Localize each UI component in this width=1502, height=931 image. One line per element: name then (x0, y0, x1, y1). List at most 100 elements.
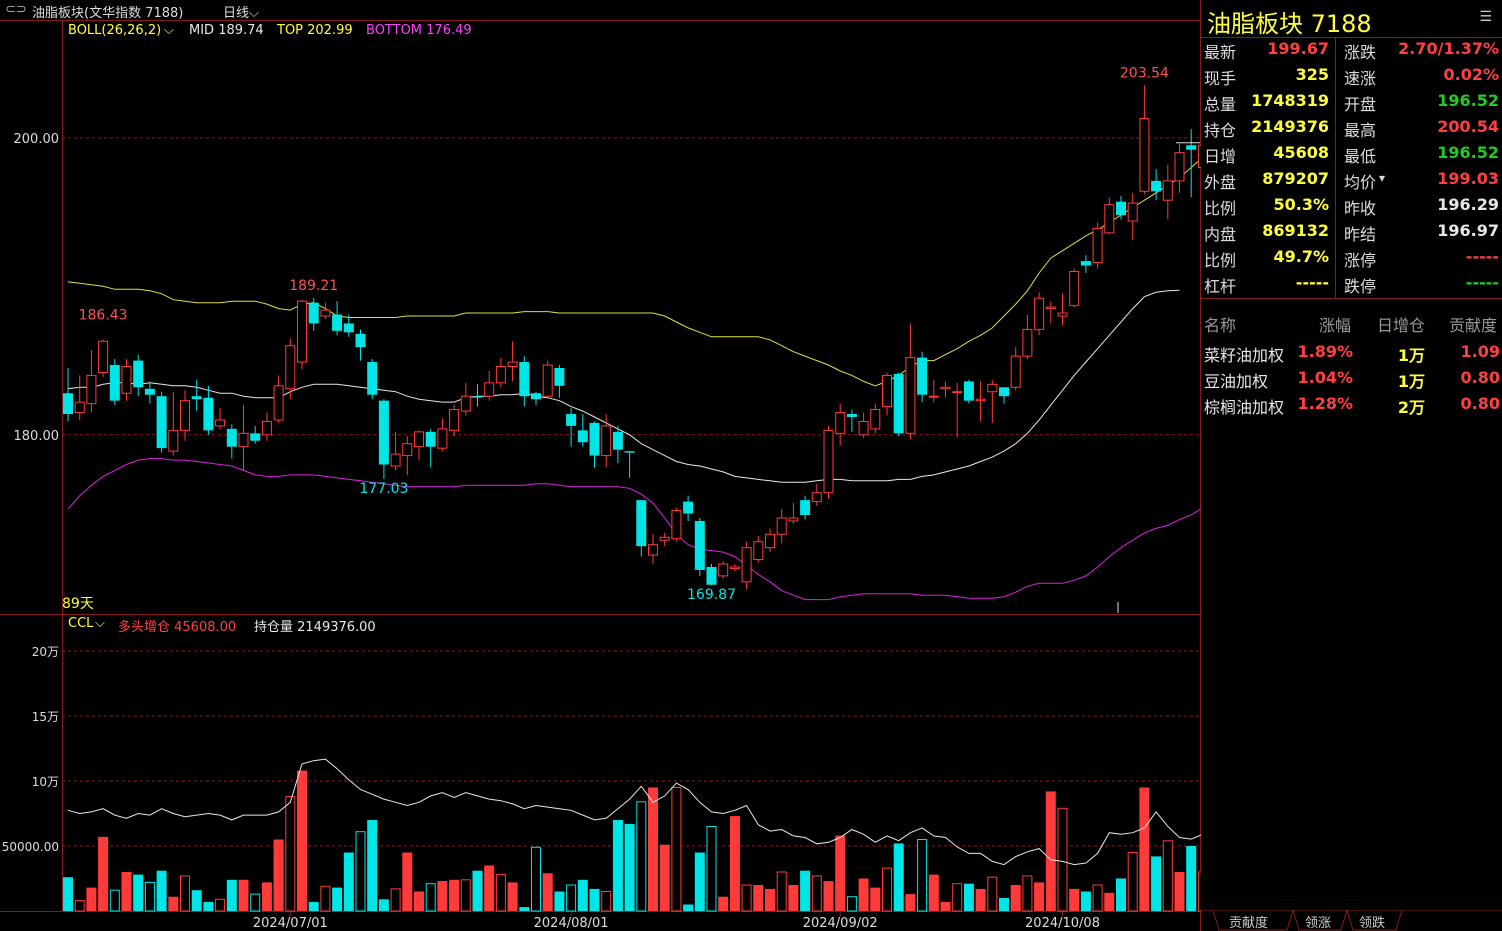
tab-leading-up[interactable]: 领涨 (1305, 916, 1332, 931)
candle-body[interactable] (928, 395, 939, 398)
candle-body[interactable] (531, 393, 541, 400)
candle-body[interactable] (612, 431, 623, 450)
candle-body[interactable] (729, 566, 740, 569)
candle-body[interactable] (472, 396, 483, 398)
candle-body[interactable] (776, 517, 787, 535)
candle-body[interactable] (917, 357, 928, 395)
candle-body[interactable] (180, 400, 190, 431)
candle-body[interactable] (893, 373, 904, 434)
candle-body[interactable] (1186, 145, 1197, 150)
contrib-cell[interactable]: 1万 (1397, 346, 1425, 365)
candle-body[interactable] (238, 432, 249, 448)
candle-body[interactable] (1174, 152, 1185, 182)
contrib-cell[interactable]: 1.09 (1460, 342, 1500, 361)
candle-body[interactable] (378, 400, 389, 465)
candle-body[interactable] (144, 388, 155, 395)
candle-body[interactable] (753, 541, 764, 561)
candle-body[interactable] (215, 419, 226, 427)
contrib-cell[interactable]: 0.80 (1460, 368, 1500, 387)
candle-body[interactable] (624, 451, 635, 453)
candle-body[interactable] (671, 510, 682, 540)
ccl-chevron-icon[interactable]: ⌵ (95, 616, 105, 631)
candle-body[interactable] (168, 429, 179, 452)
contrib-cell[interactable]: 棕榈油加权 (1204, 398, 1285, 417)
link-icon[interactable]: ⊂⊃ (5, 2, 27, 17)
contrib-header[interactable]: 日增仓 (1377, 316, 1426, 335)
symbol-label[interactable]: 油脂板块(文华指数 7188) (32, 6, 184, 21)
candle-body[interactable] (999, 387, 1009, 397)
candle-body[interactable] (226, 428, 237, 447)
kline-chart[interactable]: 200.00 180.00 20万 15万 10万 50000.00 2024/07/01 2… (0, 0, 1201, 931)
candle-body[interactable] (133, 360, 144, 388)
candle-body[interactable] (823, 429, 834, 494)
candle-body[interactable] (86, 374, 97, 405)
candle-body[interactable] (1092, 227, 1103, 264)
boll-chevron-icon[interactable]: ⌵ (164, 23, 174, 38)
candle-body[interactable] (1080, 261, 1091, 266)
candle-body[interactable] (343, 323, 354, 333)
period-selector[interactable]: 日线⌵ (223, 6, 259, 21)
candle-body[interactable] (882, 374, 892, 408)
candle-body[interactable] (835, 412, 846, 434)
candle-body[interactable] (425, 431, 436, 447)
candle-body[interactable] (554, 367, 565, 386)
candle-body[interactable] (577, 430, 588, 443)
candle-body[interactable] (1022, 328, 1033, 357)
candle-body[interactable] (858, 420, 869, 436)
candle-body[interactable] (800, 500, 811, 515)
tab-contribution[interactable]: 贡献度 (1229, 916, 1269, 931)
candle-body[interactable] (694, 520, 705, 570)
candle-body[interactable] (846, 414, 857, 417)
candle-body[interactable] (297, 300, 307, 363)
contrib-cell[interactable]: 0.80 (1460, 394, 1500, 413)
candle-body[interactable] (507, 361, 518, 368)
candle-body[interactable] (495, 366, 506, 384)
candle-body[interactable] (940, 386, 951, 390)
candle-body[interactable] (636, 500, 647, 547)
candle-body[interactable] (402, 443, 413, 457)
contrib-cell[interactable]: 1.04% (1297, 368, 1353, 387)
candle-body[interactable] (1162, 180, 1173, 201)
candle-body[interactable] (905, 357, 916, 434)
tab-leading-down[interactable]: 领跌 (1359, 916, 1386, 931)
candle-body[interactable] (1127, 202, 1138, 222)
candle-body[interactable] (355, 333, 366, 348)
candle-body[interactable] (98, 340, 109, 373)
candle-body[interactable] (519, 362, 530, 397)
candle-body[interactable] (659, 536, 670, 541)
candle-body[interactable] (285, 345, 296, 390)
candle-body[interactable] (811, 492, 822, 503)
avg-dropdown-icon[interactable]: ▾ (1379, 171, 1386, 185)
candle-body[interactable] (250, 433, 261, 441)
candle-body[interactable] (1057, 312, 1068, 317)
candle-body[interactable] (963, 381, 974, 401)
candle-body[interactable] (741, 547, 752, 583)
candle-body[interactable] (261, 420, 272, 436)
contrib-cell[interactable]: 1.89% (1297, 342, 1353, 361)
candle-body[interactable] (1197, 144, 1201, 169)
candle-body[interactable] (765, 533, 775, 549)
candle-body[interactable] (566, 414, 577, 426)
boll-name[interactable]: BOLL(26,26,2) (68, 23, 162, 38)
candle-body[interactable] (683, 501, 694, 514)
candle-body[interactable] (156, 396, 167, 449)
candle-body[interactable] (449, 409, 460, 431)
candle-body[interactable] (308, 302, 319, 324)
ccl-name[interactable]: CCL (68, 616, 94, 631)
candle-body[interactable] (1139, 118, 1150, 192)
candle-body[interactable] (320, 309, 331, 317)
contrib-header[interactable]: 名称 (1204, 316, 1237, 335)
contrib-header[interactable]: 涨幅 (1319, 316, 1352, 335)
candle-body[interactable] (975, 398, 986, 402)
contrib-cell[interactable]: 1.28% (1297, 394, 1353, 413)
candle-body[interactable] (74, 401, 85, 414)
candle-body[interactable] (121, 366, 132, 394)
candle-body[interactable] (203, 397, 214, 431)
candle-body[interactable] (1069, 270, 1080, 307)
menu-icon[interactable]: ☰ (1479, 9, 1492, 25)
candle-body[interactable] (987, 383, 998, 393)
candle-body[interactable] (437, 428, 448, 449)
candle-body[interactable] (648, 544, 658, 556)
candle-body[interactable] (952, 391, 963, 394)
candle-body[interactable] (1010, 355, 1021, 388)
